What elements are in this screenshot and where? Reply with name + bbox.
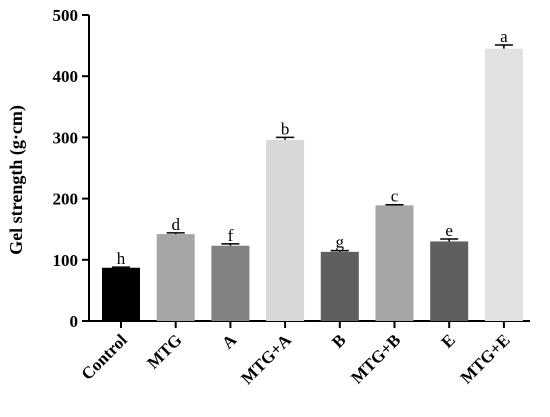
x-tick-label: A <box>218 330 241 353</box>
y-axis: 0 100 200 300 400 500 <box>53 6 90 331</box>
y-tick-label: 400 <box>53 67 79 86</box>
x-tick-label: MTG <box>143 330 185 372</box>
bar <box>211 245 250 321</box>
bars-group: h d f b g c e a <box>102 27 523 321</box>
x-tick-label: MTG+A <box>237 330 295 388</box>
bar <box>266 139 305 321</box>
y-tick-label: 500 <box>53 6 79 25</box>
bar <box>430 241 469 321</box>
x-tick-label: MTG+B <box>347 330 404 387</box>
y-tick-label: 200 <box>53 190 79 209</box>
significance-label: d <box>171 215 180 234</box>
significance-label: g <box>336 233 345 252</box>
bar <box>320 251 359 321</box>
x-tick-label: B <box>328 330 349 351</box>
y-tick-label: 100 <box>53 251 79 270</box>
significance-label: f <box>228 226 234 245</box>
bar <box>102 267 140 321</box>
significance-label: c <box>391 187 399 206</box>
significance-label: a <box>500 27 508 46</box>
significance-label: h <box>117 249 126 268</box>
y-tick-label: 0 <box>70 312 79 331</box>
significance-label: b <box>281 119 290 138</box>
y-tick-label: 300 <box>53 128 79 147</box>
y-axis-title: Gel strength (g·cm) <box>6 105 27 255</box>
significance-label: e <box>445 221 453 240</box>
bar <box>156 234 195 321</box>
x-tick-label: Control <box>78 330 131 383</box>
bar <box>375 205 414 321</box>
x-tick-label: MTG+E <box>457 330 514 387</box>
x-tick-label: E <box>438 330 459 351</box>
bar <box>484 48 523 321</box>
